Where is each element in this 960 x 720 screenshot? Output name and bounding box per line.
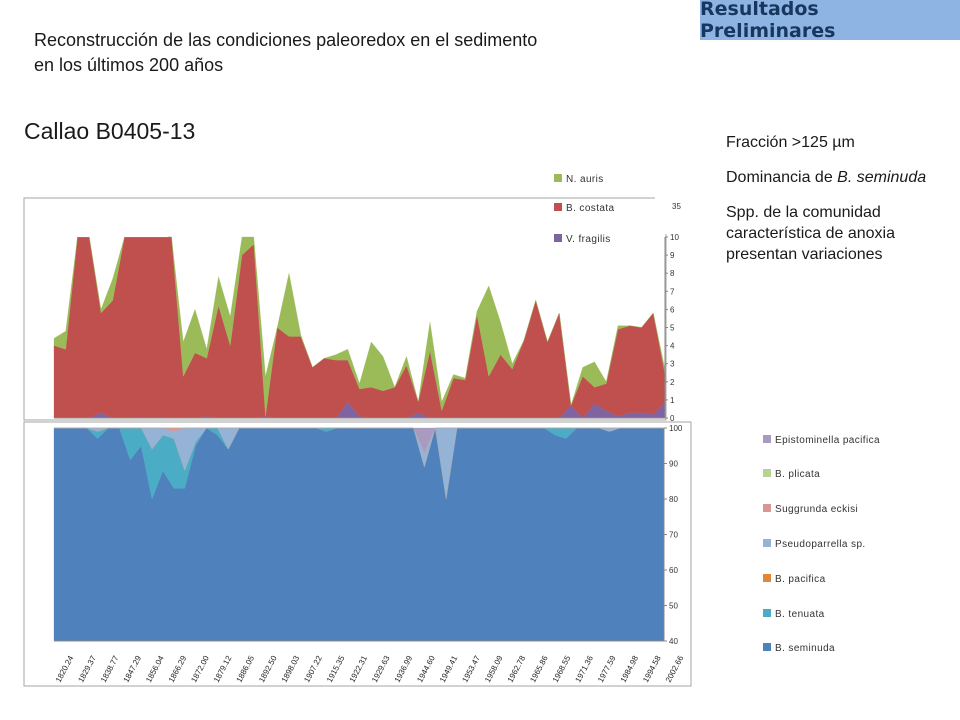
y-tick-label: 80 [669,495,678,504]
note-dominance-prefix: Dominancia de [726,169,838,186]
y-tick-label: 8 [670,269,675,278]
y-tick-label: 50 [669,602,678,611]
note-community: Spp. de la comunidad característica de a… [726,204,895,263]
y-tick-label: 9 [670,251,675,260]
y-tick-label: 0 [670,414,675,423]
legend-label-n-auris: N. auris [566,174,604,185]
note-fraction: Fracción >125 µm [726,134,855,151]
y-tick-label: 4 [670,342,675,351]
axis-break-box [655,196,688,234]
y-tick-label: 100 [669,424,683,433]
legend-label-pseudoparrella-sp: Pseudoparrella sp. [775,539,866,550]
legend-swatch-v-fragilis [554,234,562,242]
y-tick-label: 10 [670,233,679,242]
y-tick-label: 5 [670,324,675,333]
note-dominance-species: B. seminuda [837,169,927,186]
y-tick-label: 90 [669,460,678,469]
legend-swatch-b-tenuata [763,609,771,617]
legend-label-b-plicata: B. plicata [775,469,820,480]
chart-top: 0 1 2 3 4 5 6 7 8 9 10 35 N. auris B. costata V. fragi… [23,174,688,423]
legend-label-v-fragilis: V. fragilis [566,234,611,245]
y-tick-label: 70 [669,531,678,540]
axis-break-band [60,230,168,237]
legend-label-b-seminuda: B. seminuda [775,643,835,654]
legend-label-b-tenuata: B. tenuata [775,609,825,620]
legend-swatch-n-auris [554,174,562,182]
legend-swatch-b-pacifica [763,574,771,582]
legend-swatch-epistominella-pacifica [763,435,771,443]
axis-break-label: 35 [672,202,681,211]
legend-swatch-b-plicata [763,469,771,477]
core-site-label: Callao B0405-13 [24,118,196,144]
y-tick-label: 40 [669,637,678,646]
y-tick-label: 2 [670,378,675,387]
y-tick-label: 3 [670,360,675,369]
legend-swatch-suggrunda-eckisi [763,504,771,512]
legend-label-suggrunda-eckisi: Suggrunda eckisi [775,504,858,515]
series-area-epistominella-pacifica [54,427,664,454]
legend-label-epistominella-pacifica: Epistominella pacifica [775,435,880,446]
y-tick-label: 7 [670,287,675,296]
notes-panel: Fracción >125 µm Dominancia de B. seminu… [726,132,941,279]
legend-swatch-b-seminuda [763,643,771,651]
y-tick-label: 60 [669,566,678,575]
y-tick-label: 1 [670,396,675,405]
y-tick-label: 6 [670,305,675,314]
legend-swatch-pseudoparrella-sp [763,539,771,547]
note-dominance: Dominancia de B. seminuda [726,167,941,188]
legend-label-b-pacifica: B. pacifica [775,574,826,585]
slide-title-line2: en los últimos 200 años [34,55,224,75]
legend-swatch-b-costata [554,203,562,211]
slide-title: Reconstrucción de las condiciones paleor… [34,28,654,78]
legend-label-b-costata: B. costata [566,203,615,214]
slide-title-line1: Reconstrucción de las condiciones paleor… [34,30,538,50]
section-badge: Resultados Preliminares [700,0,960,42]
